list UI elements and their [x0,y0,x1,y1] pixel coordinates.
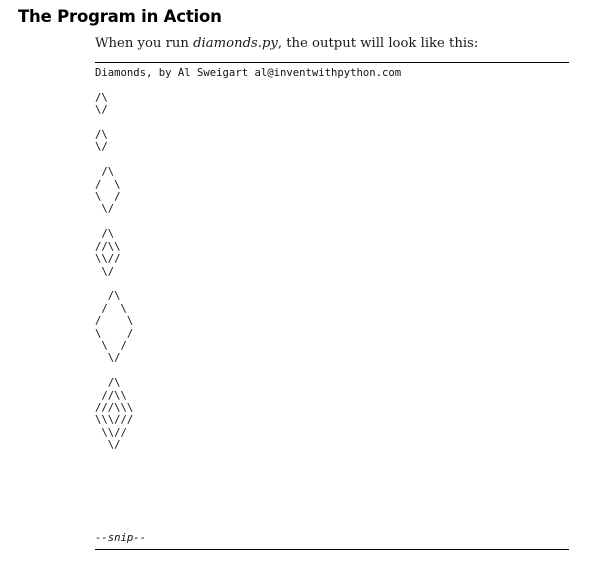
section-heading: The Program in Action [18,7,222,26]
intro-paragraph: When you run diamonds.py, the output wil… [95,36,478,51]
filename-emphasis: diamonds.py [193,36,278,51]
bottom-rule-divider [95,549,569,550]
top-rule-divider [95,62,569,63]
intro-text-before: When you run [95,36,194,51]
snip-marker: --snip-- [95,532,147,544]
program-output-block: Diamonds, by Al Sweigart al@inventwithpy… [95,67,402,452]
intro-text-after: , the output will look like this: [277,36,479,51]
